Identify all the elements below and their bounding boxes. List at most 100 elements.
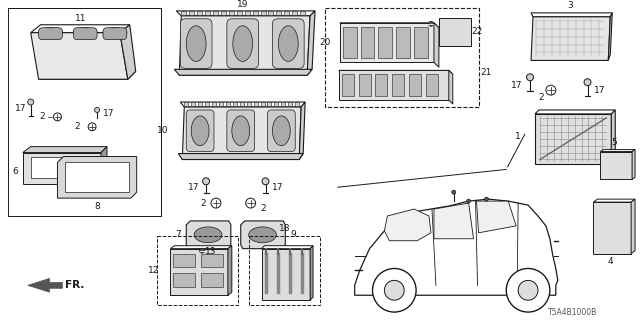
Polygon shape bbox=[38, 71, 136, 79]
Polygon shape bbox=[58, 156, 137, 198]
Bar bbox=[240, 102, 244, 106]
Polygon shape bbox=[340, 23, 434, 62]
Polygon shape bbox=[299, 102, 305, 159]
Text: 17: 17 bbox=[103, 109, 115, 118]
Text: 21: 21 bbox=[481, 68, 492, 77]
Text: 4: 4 bbox=[607, 257, 613, 266]
Bar bbox=[226, 102, 230, 106]
Polygon shape bbox=[228, 246, 232, 295]
Polygon shape bbox=[241, 221, 285, 249]
FancyBboxPatch shape bbox=[273, 19, 304, 68]
Bar bbox=[360, 27, 374, 59]
Bar bbox=[244, 11, 250, 15]
Circle shape bbox=[246, 198, 255, 208]
Bar bbox=[205, 11, 210, 15]
Bar bbox=[181, 11, 186, 15]
Text: T5A4B1000B: T5A4B1000B bbox=[548, 308, 597, 316]
Bar bbox=[276, 11, 282, 15]
Polygon shape bbox=[262, 246, 313, 249]
Text: 2: 2 bbox=[74, 122, 80, 131]
Circle shape bbox=[200, 248, 205, 253]
Polygon shape bbox=[101, 147, 107, 184]
Bar bbox=[184, 102, 188, 106]
Text: 17: 17 bbox=[271, 183, 283, 192]
Bar bbox=[396, 27, 410, 59]
Text: 17: 17 bbox=[15, 104, 26, 114]
Ellipse shape bbox=[273, 116, 291, 146]
Bar bbox=[284, 11, 289, 15]
Text: 7: 7 bbox=[175, 230, 181, 239]
Bar bbox=[342, 74, 354, 96]
Text: 19: 19 bbox=[237, 0, 248, 10]
Ellipse shape bbox=[38, 28, 63, 38]
Polygon shape bbox=[593, 199, 635, 202]
Text: 3: 3 bbox=[567, 1, 573, 11]
Text: 6: 6 bbox=[12, 167, 18, 176]
Polygon shape bbox=[632, 149, 635, 179]
Bar bbox=[392, 74, 404, 96]
Bar bbox=[275, 102, 278, 106]
Polygon shape bbox=[262, 249, 310, 300]
Bar bbox=[212, 102, 216, 106]
Bar bbox=[288, 102, 292, 106]
Bar bbox=[205, 102, 209, 106]
Circle shape bbox=[262, 178, 269, 185]
Bar bbox=[31, 156, 95, 178]
Polygon shape bbox=[170, 246, 232, 249]
Polygon shape bbox=[477, 201, 516, 233]
Bar bbox=[65, 163, 129, 192]
Bar bbox=[426, 74, 438, 96]
Text: 18: 18 bbox=[278, 224, 290, 233]
Circle shape bbox=[28, 99, 34, 105]
Bar bbox=[358, 74, 371, 96]
Ellipse shape bbox=[74, 28, 97, 38]
Text: 22: 22 bbox=[471, 27, 482, 36]
Circle shape bbox=[584, 79, 591, 86]
Ellipse shape bbox=[233, 26, 253, 61]
Bar bbox=[8, 8, 161, 216]
Ellipse shape bbox=[191, 116, 209, 146]
Polygon shape bbox=[307, 11, 315, 75]
FancyBboxPatch shape bbox=[74, 28, 97, 40]
Ellipse shape bbox=[186, 26, 206, 61]
Circle shape bbox=[506, 268, 550, 312]
Bar bbox=[233, 102, 237, 106]
Circle shape bbox=[518, 280, 538, 300]
Bar bbox=[414, 27, 428, 59]
Bar bbox=[189, 11, 194, 15]
Polygon shape bbox=[600, 149, 635, 152]
Bar bbox=[246, 102, 251, 106]
Text: 20: 20 bbox=[319, 38, 331, 47]
Polygon shape bbox=[180, 102, 305, 107]
Text: 2: 2 bbox=[200, 199, 206, 208]
Text: 17: 17 bbox=[594, 86, 605, 95]
Polygon shape bbox=[120, 25, 136, 79]
Polygon shape bbox=[611, 110, 615, 164]
Bar bbox=[201, 254, 223, 268]
Circle shape bbox=[452, 190, 456, 194]
Polygon shape bbox=[385, 209, 431, 241]
Bar bbox=[213, 11, 218, 15]
Circle shape bbox=[546, 85, 556, 95]
Circle shape bbox=[527, 74, 534, 81]
Bar bbox=[191, 102, 195, 106]
Polygon shape bbox=[310, 246, 313, 300]
Ellipse shape bbox=[194, 227, 222, 243]
Polygon shape bbox=[593, 202, 631, 254]
Circle shape bbox=[203, 178, 209, 185]
Ellipse shape bbox=[278, 26, 298, 61]
Polygon shape bbox=[340, 23, 439, 28]
Bar bbox=[439, 18, 470, 45]
Polygon shape bbox=[177, 11, 315, 16]
Bar bbox=[300, 11, 305, 15]
Bar bbox=[378, 27, 392, 59]
Polygon shape bbox=[23, 153, 101, 184]
Bar bbox=[260, 11, 266, 15]
Circle shape bbox=[95, 108, 100, 112]
Bar bbox=[282, 102, 285, 106]
Text: 9: 9 bbox=[291, 230, 296, 239]
Bar bbox=[173, 273, 195, 287]
Text: 13: 13 bbox=[205, 247, 217, 256]
Polygon shape bbox=[31, 25, 130, 33]
Polygon shape bbox=[535, 114, 611, 164]
